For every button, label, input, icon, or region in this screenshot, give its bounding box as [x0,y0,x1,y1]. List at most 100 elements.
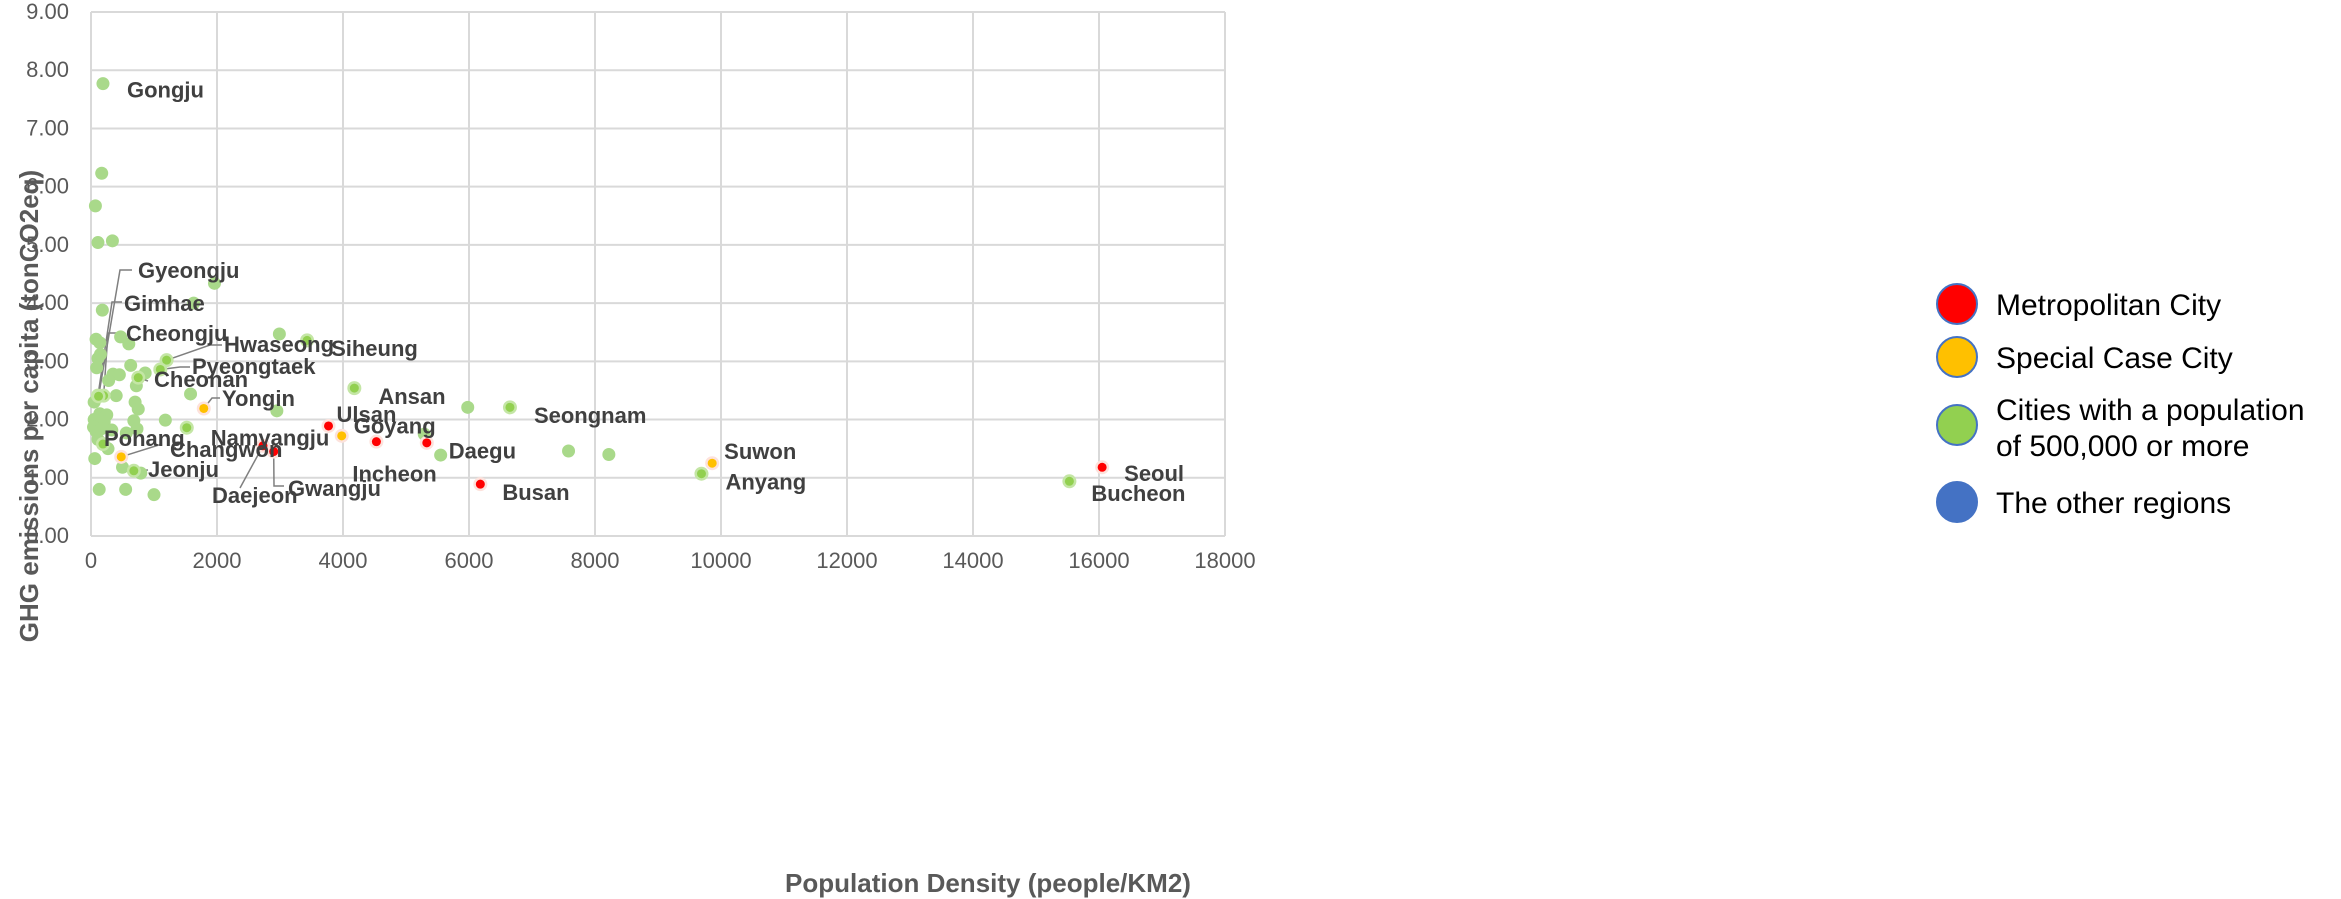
y-tick-label: 5.00 [26,232,69,257]
x-axis-title: Population Density (people/KM2) [785,868,1191,898]
data-point-hwaseong [162,355,172,365]
point-labels: Gongju Bucheon Anyang Seongnam Ansan SiheungH… [104,77,1186,507]
data-point [158,413,172,427]
y-axis-ticks: 0.00 1.00 2.00 3.00 4.00 5.00 6.00 7.00 8.00 9.00 [26,0,69,548]
point-label-jeonju: Jeonju [148,457,219,482]
data-point [270,404,284,418]
data-point-gyeongju [94,391,104,401]
point-label-yongin: Yongin [222,386,295,411]
data-point [88,452,102,466]
point-label-anyang: Anyang [725,470,806,495]
data-point-changwon [116,452,126,462]
data-point-busan [475,479,485,489]
y-tick-label: 0.00 [26,523,69,548]
data-point-anyang [696,469,706,479]
data-point [272,327,286,341]
legend-marker-other-regions [1936,481,1978,523]
data-point-siheung [302,335,312,345]
legend-marker-metropolitan [1936,283,1978,325]
callout-lines [97,269,284,489]
point-label-busan: Busan [502,480,569,505]
callout-line-daejeon [239,445,264,489]
point-label-namyangju: Namyangju [211,426,330,451]
data-point-daegu [422,438,432,448]
data-point [434,448,448,462]
legend-label-other-regions: The other regions [1996,487,2231,520]
data-point [119,426,133,440]
point-label-pyeongtaek: Pyeongtaek [192,354,316,379]
data-point [602,447,616,461]
point-label-gwangju: Gwangju [288,476,381,501]
legend-marker-large-cities [1936,404,1978,446]
data-point [93,336,107,350]
data-point-ansan [349,383,359,393]
legend-label-metropolitan: Metropolitan City [1996,289,2221,322]
data-point [91,236,105,250]
x-tick-label: 4000 [319,548,368,573]
x-tick-label: 10000 [690,548,751,573]
data-point [116,460,129,474]
x-tick-label: 12000 [816,548,877,573]
legend-item-large-cities: Cities with a population of 500,000 or m… [1936,394,2313,463]
data-point-daejeon [258,441,268,451]
x-tick-label: 18000 [1194,548,1255,573]
point-label-daejeon: Daejeon [212,483,298,508]
point-label-suwon: Suwon [724,439,796,464]
y-tick-label: 2.00 [26,407,69,432]
data-point [112,368,126,382]
data-point [124,358,138,372]
legend-label-special-case: Special Case City [1996,342,2233,375]
legend-item-metropolitan-city: Metropolitan City [1936,283,2221,325]
point-label-bucheon: Bucheon [1091,481,1185,506]
data-point-ulsan [324,421,334,431]
data-point-pohang [98,439,108,449]
point-label-gimhae: Gimhae [124,291,205,316]
legend-item-other-regions: The other regions [1936,481,2231,523]
data-point [109,389,123,403]
point-label-incheon: Incheon [352,461,436,486]
data-point [187,296,201,310]
y-tick-label: 1.00 [26,465,69,490]
y-tick-label: 3.00 [26,348,69,373]
data-point [95,166,109,180]
data-point-bucheon [1064,476,1074,486]
x-tick-label: 2000 [193,548,242,573]
data-point-yongin [199,403,209,413]
x-axis-ticks: 0 2000 4000 6000 8000 10000 12000 14000 16000 180… [85,548,1256,573]
data-point [93,347,107,361]
data-point-seongnam [505,402,515,412]
point-label-seoul: Seoul [1124,461,1184,486]
point-label-gyeongju: Gyeongju [138,258,239,283]
data-point [105,234,119,248]
point-label-ulsan: Ulsan [337,402,397,427]
data-point [147,488,161,502]
y-tick-label: 6.00 [26,174,69,199]
legend: Metropolitan City Special Case City Citi… [1936,283,2313,523]
data-point [184,387,198,401]
legend-item-special-case-city: Special Case City [1936,336,2233,378]
x-tick-label: 16000 [1068,548,1129,573]
data-point-namyangju [182,423,192,433]
data-point-jeonju [129,466,139,476]
data-point [131,402,145,416]
point-label-cheongju: Cheongju [126,321,227,346]
grid-lines [90,11,1226,537]
x-tick-label: 6000 [445,548,494,573]
data-point [94,422,108,436]
point-label-siheung: Siheung [331,336,418,361]
y-tick-label: 8.00 [26,57,69,82]
data-point [95,303,109,317]
data-point [88,199,102,213]
y-tick-label: 7.00 [26,115,69,140]
callout-line-gwangju [272,451,284,487]
point-label-changwon: Changwon [170,437,282,462]
y-tick-label: 4.00 [26,290,69,315]
data-point-goyang [337,431,347,441]
legend-label-large-cities-line1: Cities with a population [1996,394,2305,427]
point-label-cheonan: Cheonan [154,367,248,392]
data-point [207,276,221,290]
callout-line-gimhae [97,301,122,396]
point-label-seongnam: Seongnam [534,403,646,428]
legend-label-large-cities: Cities with a population of 500,000 or m… [1996,394,2313,463]
